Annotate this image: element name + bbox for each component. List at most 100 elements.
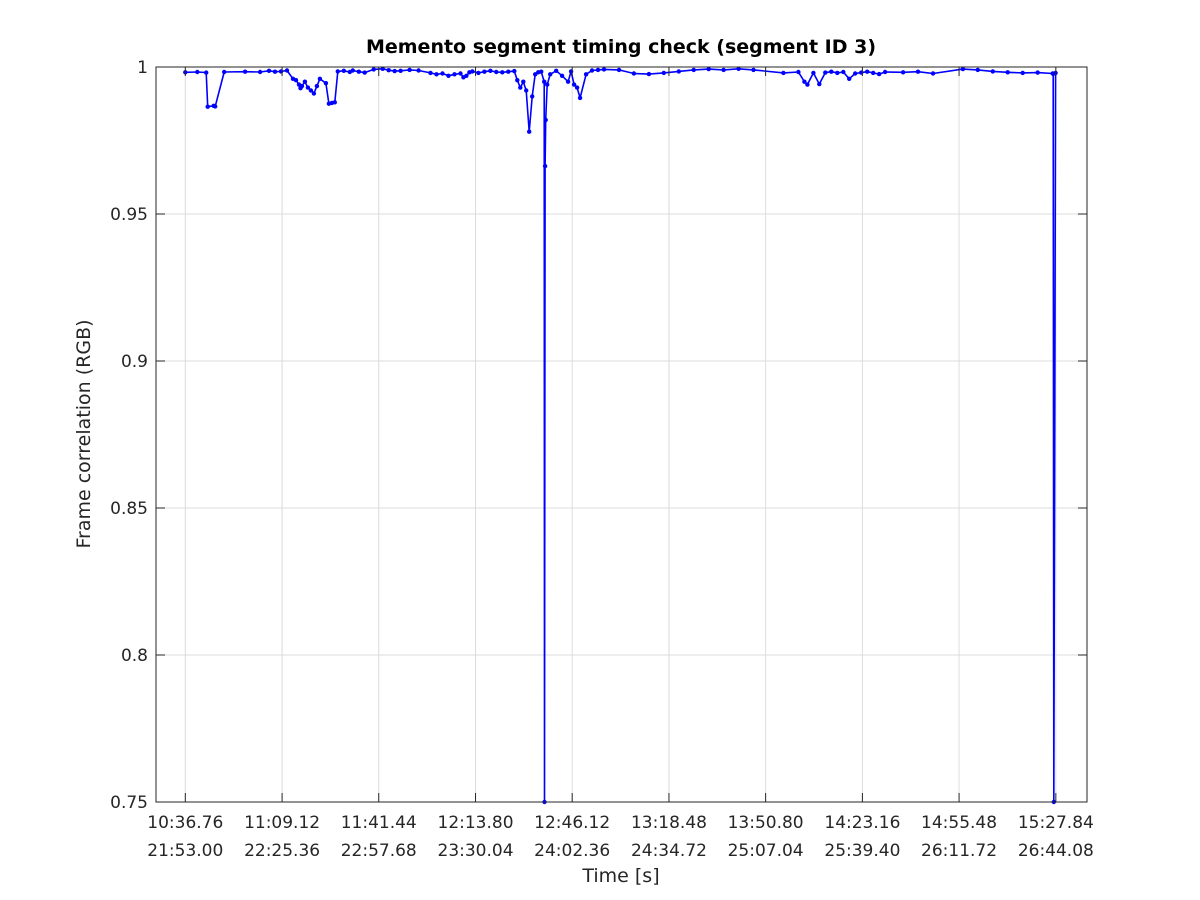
x-tick-label-reference: 22:25.36 xyxy=(244,841,320,861)
x-tick-label-reference: 24:34.72 xyxy=(631,841,707,861)
data-point xyxy=(428,70,433,76)
data-point xyxy=(515,78,520,83)
data-point xyxy=(446,73,451,79)
data-point xyxy=(1020,70,1025,76)
data-point xyxy=(195,69,200,75)
data-point xyxy=(440,71,445,76)
data-point xyxy=(308,88,314,93)
data-point xyxy=(990,69,995,74)
data-point xyxy=(661,70,666,76)
data-point xyxy=(380,66,385,72)
y-tick-label: 0.95 xyxy=(110,205,148,225)
data-point xyxy=(706,66,711,72)
data-point xyxy=(335,69,340,74)
data-point xyxy=(691,67,696,73)
data-point xyxy=(242,69,248,74)
plot-area xyxy=(156,67,1087,802)
x-tick-label-time: 12:13.80 xyxy=(438,813,514,833)
data-point xyxy=(494,69,499,75)
data-point xyxy=(284,68,290,73)
x-tick-label-time: 11:41.44 xyxy=(341,813,417,833)
data-point xyxy=(257,69,263,75)
data-point xyxy=(646,71,652,77)
data-point xyxy=(589,68,595,73)
x-tick-label-reference: 25:39.40 xyxy=(824,841,900,861)
data-point xyxy=(452,72,457,77)
x-tick-label-time: 12:46.12 xyxy=(534,813,610,833)
data-point xyxy=(458,71,463,76)
y-tick-label: 0.85 xyxy=(110,499,148,519)
data-point xyxy=(554,68,559,74)
data-point xyxy=(488,68,493,74)
data-point xyxy=(416,68,421,73)
y-tick-label: 0.75 xyxy=(110,793,148,813)
data-point xyxy=(356,69,361,74)
data-point xyxy=(1035,70,1040,75)
y-tick-label: 0.9 xyxy=(121,352,148,372)
data-point xyxy=(805,82,810,87)
data-point xyxy=(305,85,311,90)
data-point xyxy=(530,94,535,99)
data-point xyxy=(476,70,481,76)
data-point xyxy=(817,81,822,87)
data-point xyxy=(521,79,526,84)
data-point xyxy=(616,67,622,73)
x-axis-label: Time [s] xyxy=(581,865,659,887)
data-point xyxy=(835,70,840,76)
data-point xyxy=(500,70,505,75)
data-point xyxy=(213,104,218,109)
data-point xyxy=(930,71,936,76)
data-point xyxy=(266,68,272,74)
x-tick-label-reference: 25:07.04 xyxy=(728,841,804,861)
data-point xyxy=(676,69,681,74)
x-tick-label-reference: 26:44.08 xyxy=(1018,841,1094,861)
data-point xyxy=(311,91,317,96)
y-axis-label: Frame correlation (RGB) xyxy=(73,319,95,548)
data-point xyxy=(571,82,577,87)
data-point xyxy=(386,68,391,73)
data-point xyxy=(865,69,870,74)
data-point xyxy=(524,88,529,93)
data-point xyxy=(841,69,846,75)
data-point xyxy=(802,79,807,84)
data-point xyxy=(595,67,601,73)
data-point xyxy=(871,70,876,76)
data-point xyxy=(464,73,469,79)
data-point xyxy=(853,71,858,76)
data-point xyxy=(341,68,346,74)
x-tick-label-time: 11:09.12 xyxy=(244,813,320,833)
data-point xyxy=(470,69,475,74)
data-point xyxy=(317,76,323,82)
data-point xyxy=(506,69,511,74)
data-point xyxy=(796,69,801,75)
axis-ticks: 0.75 0.8 0.85 0.9 0.95 1 10:36.76 21:53.00 11:09… xyxy=(110,58,1094,861)
data-point xyxy=(577,95,583,101)
y-tick-label: 0.8 xyxy=(121,646,148,666)
x-tick-label-time: 10:36.76 xyxy=(147,813,223,833)
data-point xyxy=(915,69,921,74)
x-tick-label-reference: 24:02.36 xyxy=(534,841,610,861)
data-point xyxy=(960,66,966,72)
data-point xyxy=(631,71,637,76)
x-tick-label-reference: 26:11.72 xyxy=(921,841,997,861)
data-point xyxy=(371,67,376,72)
data-point xyxy=(512,68,517,74)
x-tick-label-time: 13:18.48 xyxy=(631,813,707,833)
data-point xyxy=(542,163,548,169)
data-point xyxy=(542,79,547,84)
data-point xyxy=(736,66,741,72)
data-point xyxy=(362,70,367,75)
data-point xyxy=(1005,70,1010,75)
x-tick-label-time: 14:23.16 xyxy=(824,813,900,833)
data-point xyxy=(323,81,329,86)
data-point xyxy=(539,69,544,74)
y-tick-label: 1 xyxy=(137,58,148,78)
data-point xyxy=(751,67,756,73)
data-point xyxy=(482,69,487,74)
data-point xyxy=(548,72,553,77)
data-point xyxy=(545,82,550,87)
data-point xyxy=(781,70,786,76)
data-point xyxy=(204,70,209,75)
data-point xyxy=(434,72,439,77)
data-point xyxy=(876,71,882,77)
